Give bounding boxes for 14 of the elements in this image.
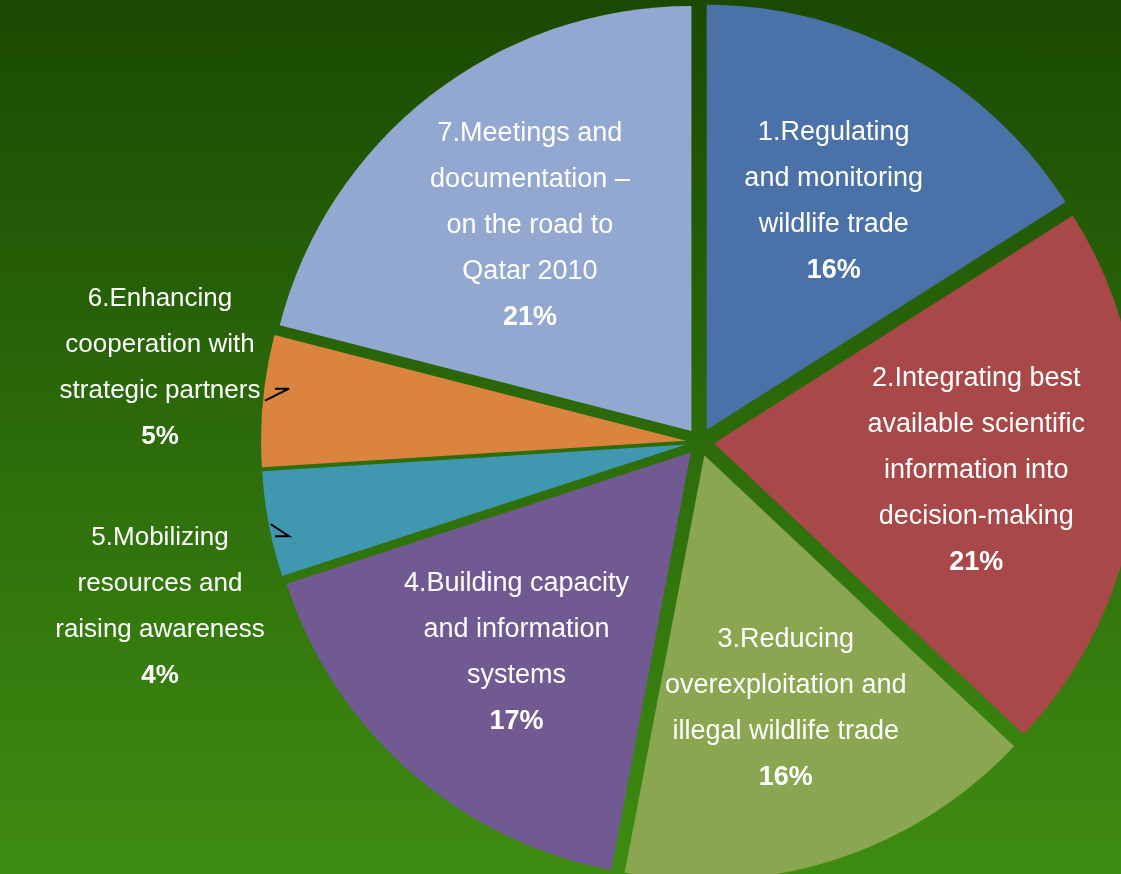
data-label: 21% bbox=[949, 546, 1004, 577]
data-label: 16% bbox=[806, 253, 861, 284]
slice-label: 4.Building capacity and information systems bbox=[403, 567, 630, 690]
slice-label: 1.Regulating and monitoring wildlife trade bbox=[744, 115, 923, 238]
data-label: 5% bbox=[141, 419, 179, 450]
data-label: 16% bbox=[758, 760, 813, 791]
slice-label: 2.Integrating best available scientific information into decision-making bbox=[867, 362, 1086, 531]
slice-label: 3.Reducing overexploitation and illegal wildlife trade bbox=[664, 622, 907, 745]
slice-label: 6.Enhancing cooperation with strategic partners bbox=[59, 281, 261, 404]
data-label: 17% bbox=[489, 705, 544, 736]
data-label: 4% bbox=[141, 659, 179, 690]
slice-label: 7.Meetings and documentation – on the road to Qatar 2010 bbox=[430, 116, 630, 285]
data-label: 21% bbox=[502, 300, 557, 331]
slice-label: 5.Mobilizing resources and raising awareness bbox=[55, 521, 265, 644]
